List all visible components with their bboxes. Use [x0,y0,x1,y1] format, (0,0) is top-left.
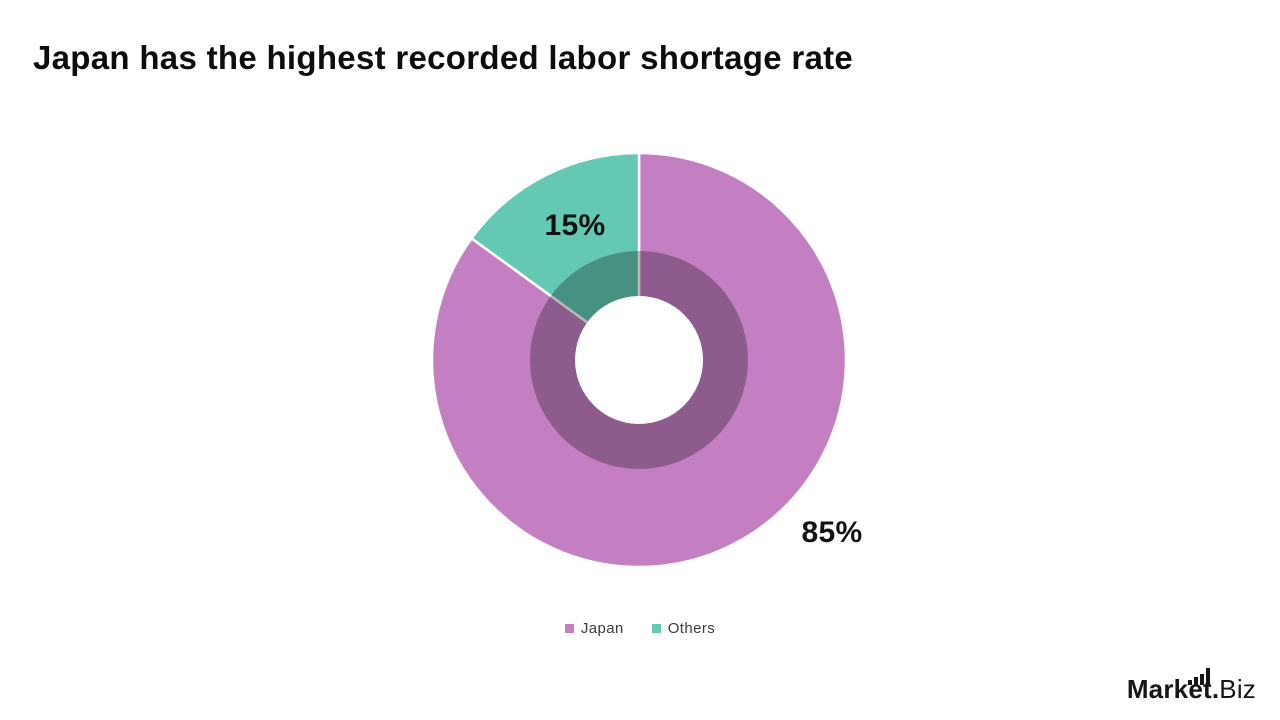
market-biz-logo: Market.Biz [1127,668,1256,706]
legend-label-japan: Japan [580,619,624,637]
bar-chart-icon [1187,668,1210,685]
legend-swatch-japan [564,623,574,633]
legend-item-others: Others [651,619,716,637]
legend: Japan Others [0,618,1280,638]
donut-chart [430,151,848,569]
legend-label-others: Others [667,619,716,637]
data-label-japan: 85% [801,516,863,549]
data-label-others: 15% [544,209,606,242]
donut-hole [575,296,703,424]
legend-swatch-others [651,623,661,633]
chart-title: Japan has the highest recorded labor sho… [33,39,854,76]
pie-slice-others [470,151,641,362]
legend-item-japan: Japan [564,619,624,637]
logo-text-light: Biz [1219,674,1256,704]
